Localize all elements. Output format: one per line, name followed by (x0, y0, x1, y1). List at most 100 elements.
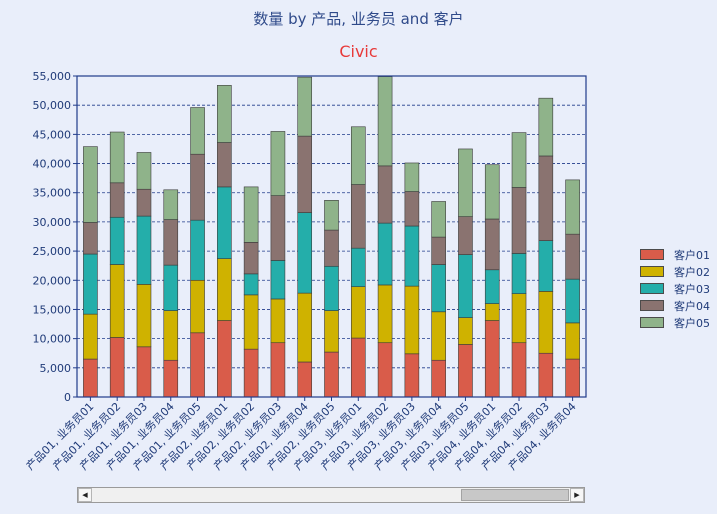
bar-segment (458, 254, 473, 318)
bar-segment (83, 222, 98, 255)
y-tick-label: 40,000 (33, 158, 72, 171)
bar-segment (83, 358, 98, 398)
bar-segment (377, 165, 393, 224)
bar-segment (243, 348, 259, 398)
bar-segment (431, 201, 446, 238)
y-tick-label: 10,000 (33, 333, 72, 346)
y-tick-label: 0 (64, 391, 71, 404)
bar-segment (484, 218, 500, 271)
bar-segment (511, 132, 527, 188)
bar-segment (565, 278, 580, 324)
bar-segment (270, 195, 286, 261)
legend-swatch (640, 300, 664, 311)
legend-swatch (640, 283, 664, 294)
bar-segment (538, 240, 554, 292)
bar-segment (377, 76, 393, 167)
bar-segment (190, 219, 205, 281)
bar-segment (109, 182, 125, 218)
bar-segment (217, 85, 232, 143)
bar-segment (511, 342, 527, 398)
bar-segment (324, 265, 339, 311)
bar-segment (217, 142, 232, 188)
bar-segment (538, 97, 554, 157)
legend-item: 客户01 (640, 246, 710, 263)
bar-segment (511, 253, 527, 294)
bar-segment (350, 337, 366, 398)
scroll-right-icon: ▶ (574, 491, 580, 499)
bar-segment (270, 342, 286, 398)
bar-segment (458, 317, 473, 345)
bar-segment (484, 164, 500, 220)
bar-segment (377, 222, 393, 286)
bar-segment (431, 236, 446, 265)
y-tick-label: 30,000 (33, 216, 72, 229)
bar-segment (404, 285, 420, 355)
bar-segment (163, 310, 179, 361)
legend-label: 客户03 (674, 282, 710, 296)
bar-segment (217, 186, 232, 259)
bar-segment (83, 253, 98, 315)
legend-label: 客户04 (674, 299, 710, 313)
bar-segment (484, 269, 500, 304)
bar-segment (431, 264, 446, 313)
bar-segment (297, 361, 313, 398)
bar-segment (538, 155, 554, 241)
bar-segment (324, 351, 339, 398)
bar-segment (404, 191, 420, 227)
bar-segment (565, 179, 580, 235)
y-tick-label: 5,000 (40, 362, 72, 375)
y-tick-label: 45,000 (33, 128, 72, 141)
chart-title: 数量 by 产品, 业务员 and 客户 (253, 10, 464, 28)
legend-item: 客户02 (640, 263, 710, 280)
bar-segment (136, 346, 152, 398)
bar-segment (270, 260, 286, 300)
bar-segment (511, 187, 527, 254)
scroll-left-icon: ◀ (82, 491, 88, 499)
y-tick-label: 25,000 (33, 245, 72, 258)
legend-item: 客户04 (640, 297, 710, 314)
y-tick-label: 15,000 (33, 303, 72, 316)
bar-segment (243, 242, 259, 275)
bar-segment (484, 320, 500, 398)
y-tick-label: 55,000 (33, 70, 72, 83)
legend-item: 客户03 (640, 280, 710, 297)
bar-segment (243, 294, 259, 350)
bar-segment (190, 332, 205, 398)
bar-segment (243, 186, 259, 243)
bar-segment (324, 200, 339, 231)
bar-segment (297, 292, 313, 363)
scroll-thumb[interactable] (461, 489, 569, 501)
bar-segment (109, 216, 125, 265)
y-tick-label: 50,000 (33, 99, 72, 112)
bar-segment (136, 284, 152, 348)
bar-segment (297, 76, 313, 137)
bar-segment (511, 293, 527, 344)
bar-segment (243, 273, 259, 296)
bar-segment (458, 148, 473, 217)
chart-subtitle: Civic (339, 42, 378, 61)
scroll-right-button[interactable]: ▶ (570, 488, 584, 502)
bar-segment (350, 247, 366, 287)
bar-segment (136, 152, 152, 190)
bar-segment (377, 342, 393, 398)
legend-label: 客户01 (674, 248, 710, 262)
bar-segment (350, 184, 366, 249)
bar-segment (190, 279, 205, 334)
bar-segment (136, 188, 152, 217)
bar-segment (163, 189, 179, 220)
bar-segment (350, 286, 366, 339)
bar-segment (163, 359, 179, 398)
bar-segment (324, 229, 339, 267)
bar-segment (109, 337, 125, 398)
legend-swatch (640, 266, 664, 277)
bar-segment (270, 131, 286, 196)
bar-segment (404, 353, 420, 398)
plot-frame (76, 75, 587, 398)
bar-segment (190, 107, 205, 155)
bar-segment (565, 322, 580, 360)
bar-segment (217, 258, 232, 321)
bar-segment (109, 264, 125, 338)
horizontal-scrollbar[interactable]: ◀ ▶ (77, 487, 585, 503)
scroll-left-button[interactable]: ◀ (78, 488, 92, 502)
